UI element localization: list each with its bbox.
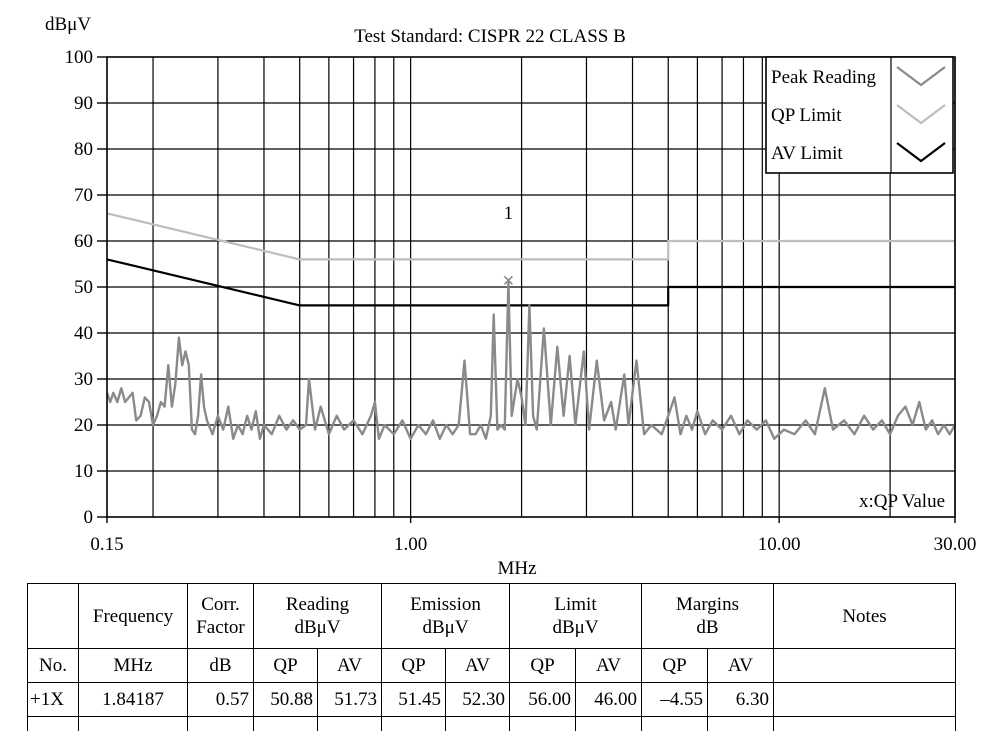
y-tick-label: 0 xyxy=(84,507,94,528)
subheader-reading-qp: QP xyxy=(253,648,318,683)
y-tick-label: 80 xyxy=(74,139,93,160)
subheader-margin-qp: QP xyxy=(641,648,708,683)
cell-reading-av: 51.73 xyxy=(317,682,382,717)
chart-markers: 1 xyxy=(503,203,514,285)
y-tick-label: 30 xyxy=(74,369,93,390)
y-tick-label: 50 xyxy=(74,277,93,298)
results-table: Frequency Corr. Factor Reading dBμV Emis… xyxy=(27,583,956,731)
header-emission: Emission dBμV xyxy=(381,583,510,649)
chart-series xyxy=(105,212,957,440)
chart-title: Test Standard: CISPR 22 CLASS B xyxy=(354,26,626,47)
legend-box xyxy=(765,56,954,174)
cell-limit-av: 46.00 xyxy=(575,682,642,717)
y-tick-label: 90 xyxy=(74,93,93,114)
table-header-row: Frequency Corr. Factor Reading dBμV Emis… xyxy=(27,583,956,649)
subheader-db: dB xyxy=(187,648,254,683)
legend-swatch xyxy=(896,104,946,125)
y-axis-label: dBμV xyxy=(45,14,91,35)
subheader-limit-qp: QP xyxy=(509,648,576,683)
legend-label: QP Limit xyxy=(771,105,842,126)
cell-frequency: 1.84187 xyxy=(78,682,188,717)
header-corr-factor: Corr. Factor xyxy=(187,583,254,649)
y-tick-label: 100 xyxy=(65,47,94,68)
y-tick-label: 40 xyxy=(74,323,93,344)
header-reading: Reading dBμV xyxy=(253,583,382,649)
cell-reading-qp: 50.88 xyxy=(253,682,318,717)
cell-margin-qp: –4.55 xyxy=(641,682,708,717)
cell-emission-av: 52.30 xyxy=(445,682,510,717)
series-line-qp-limit xyxy=(106,212,955,261)
subheader-reading-av: AV xyxy=(317,648,382,683)
table-row-partial xyxy=(27,716,956,731)
chart-axes: 0 10 20 30 40 50 60 70 80 90 100 0.15 1.00 10.00 30.00 xyxy=(65,47,977,555)
cell-limit-qp: 56.00 xyxy=(509,682,576,717)
marker-x-icon xyxy=(503,275,513,285)
legend-swatch xyxy=(896,142,946,163)
x-axis-label: MHz xyxy=(497,558,536,579)
marker-label: 1 xyxy=(504,203,514,224)
subheader-no: No. xyxy=(27,648,79,683)
cell-emission-qp: 51.45 xyxy=(381,682,446,717)
cell-notes xyxy=(773,682,956,717)
header-blank xyxy=(27,583,79,649)
legend-label: AV Limit xyxy=(771,143,843,164)
cell-corr-factor: 0.57 xyxy=(187,682,254,717)
subheader-mhz: MHz xyxy=(78,648,188,683)
legend-label: Peak Reading xyxy=(771,67,877,88)
subheader-margin-av: AV xyxy=(707,648,774,683)
header-margins: Margins dB xyxy=(641,583,774,649)
x-tick-label: 0.15 xyxy=(90,534,123,555)
cell-no: +1X xyxy=(27,682,79,717)
header-notes: Notes xyxy=(773,583,956,649)
header-frequency: Frequency xyxy=(78,583,188,649)
subheader-emission-av: AV xyxy=(445,648,510,683)
emission-chart: 0 10 20 30 40 50 60 70 80 90 100 0.15 1.00 10.00 30.00… xyxy=(45,14,977,579)
series-line-peak-reading xyxy=(105,281,957,440)
header-limit: Limit dBμV xyxy=(509,583,642,649)
y-tick-label: 70 xyxy=(74,185,93,206)
legend: Peak Reading QP Limit AV Limit xyxy=(765,56,954,174)
cell-margin-av: 6.30 xyxy=(707,682,774,717)
y-tick-label: 20 xyxy=(74,415,93,436)
subheader-emission-qp: QP xyxy=(381,648,446,683)
series-line-av-limit xyxy=(106,258,955,307)
qp-value-note: x:QP Value xyxy=(859,491,945,512)
table-subheader-row: No. MHz dB QP AV QP AV QP AV QP AV xyxy=(27,648,956,683)
x-tick-label: 10.00 xyxy=(758,534,801,555)
x-tick-label: 1.00 xyxy=(394,534,427,555)
subheader-notes xyxy=(773,648,956,683)
y-tick-label: 10 xyxy=(74,461,93,482)
table-row: +1X 1.84187 0.57 50.88 51.73 51.45 52.30… xyxy=(27,682,956,717)
y-tick-label: 60 xyxy=(74,231,93,252)
subheader-limit-av: AV xyxy=(575,648,642,683)
x-tick-label: 30.00 xyxy=(934,534,977,555)
legend-swatch xyxy=(896,66,946,87)
